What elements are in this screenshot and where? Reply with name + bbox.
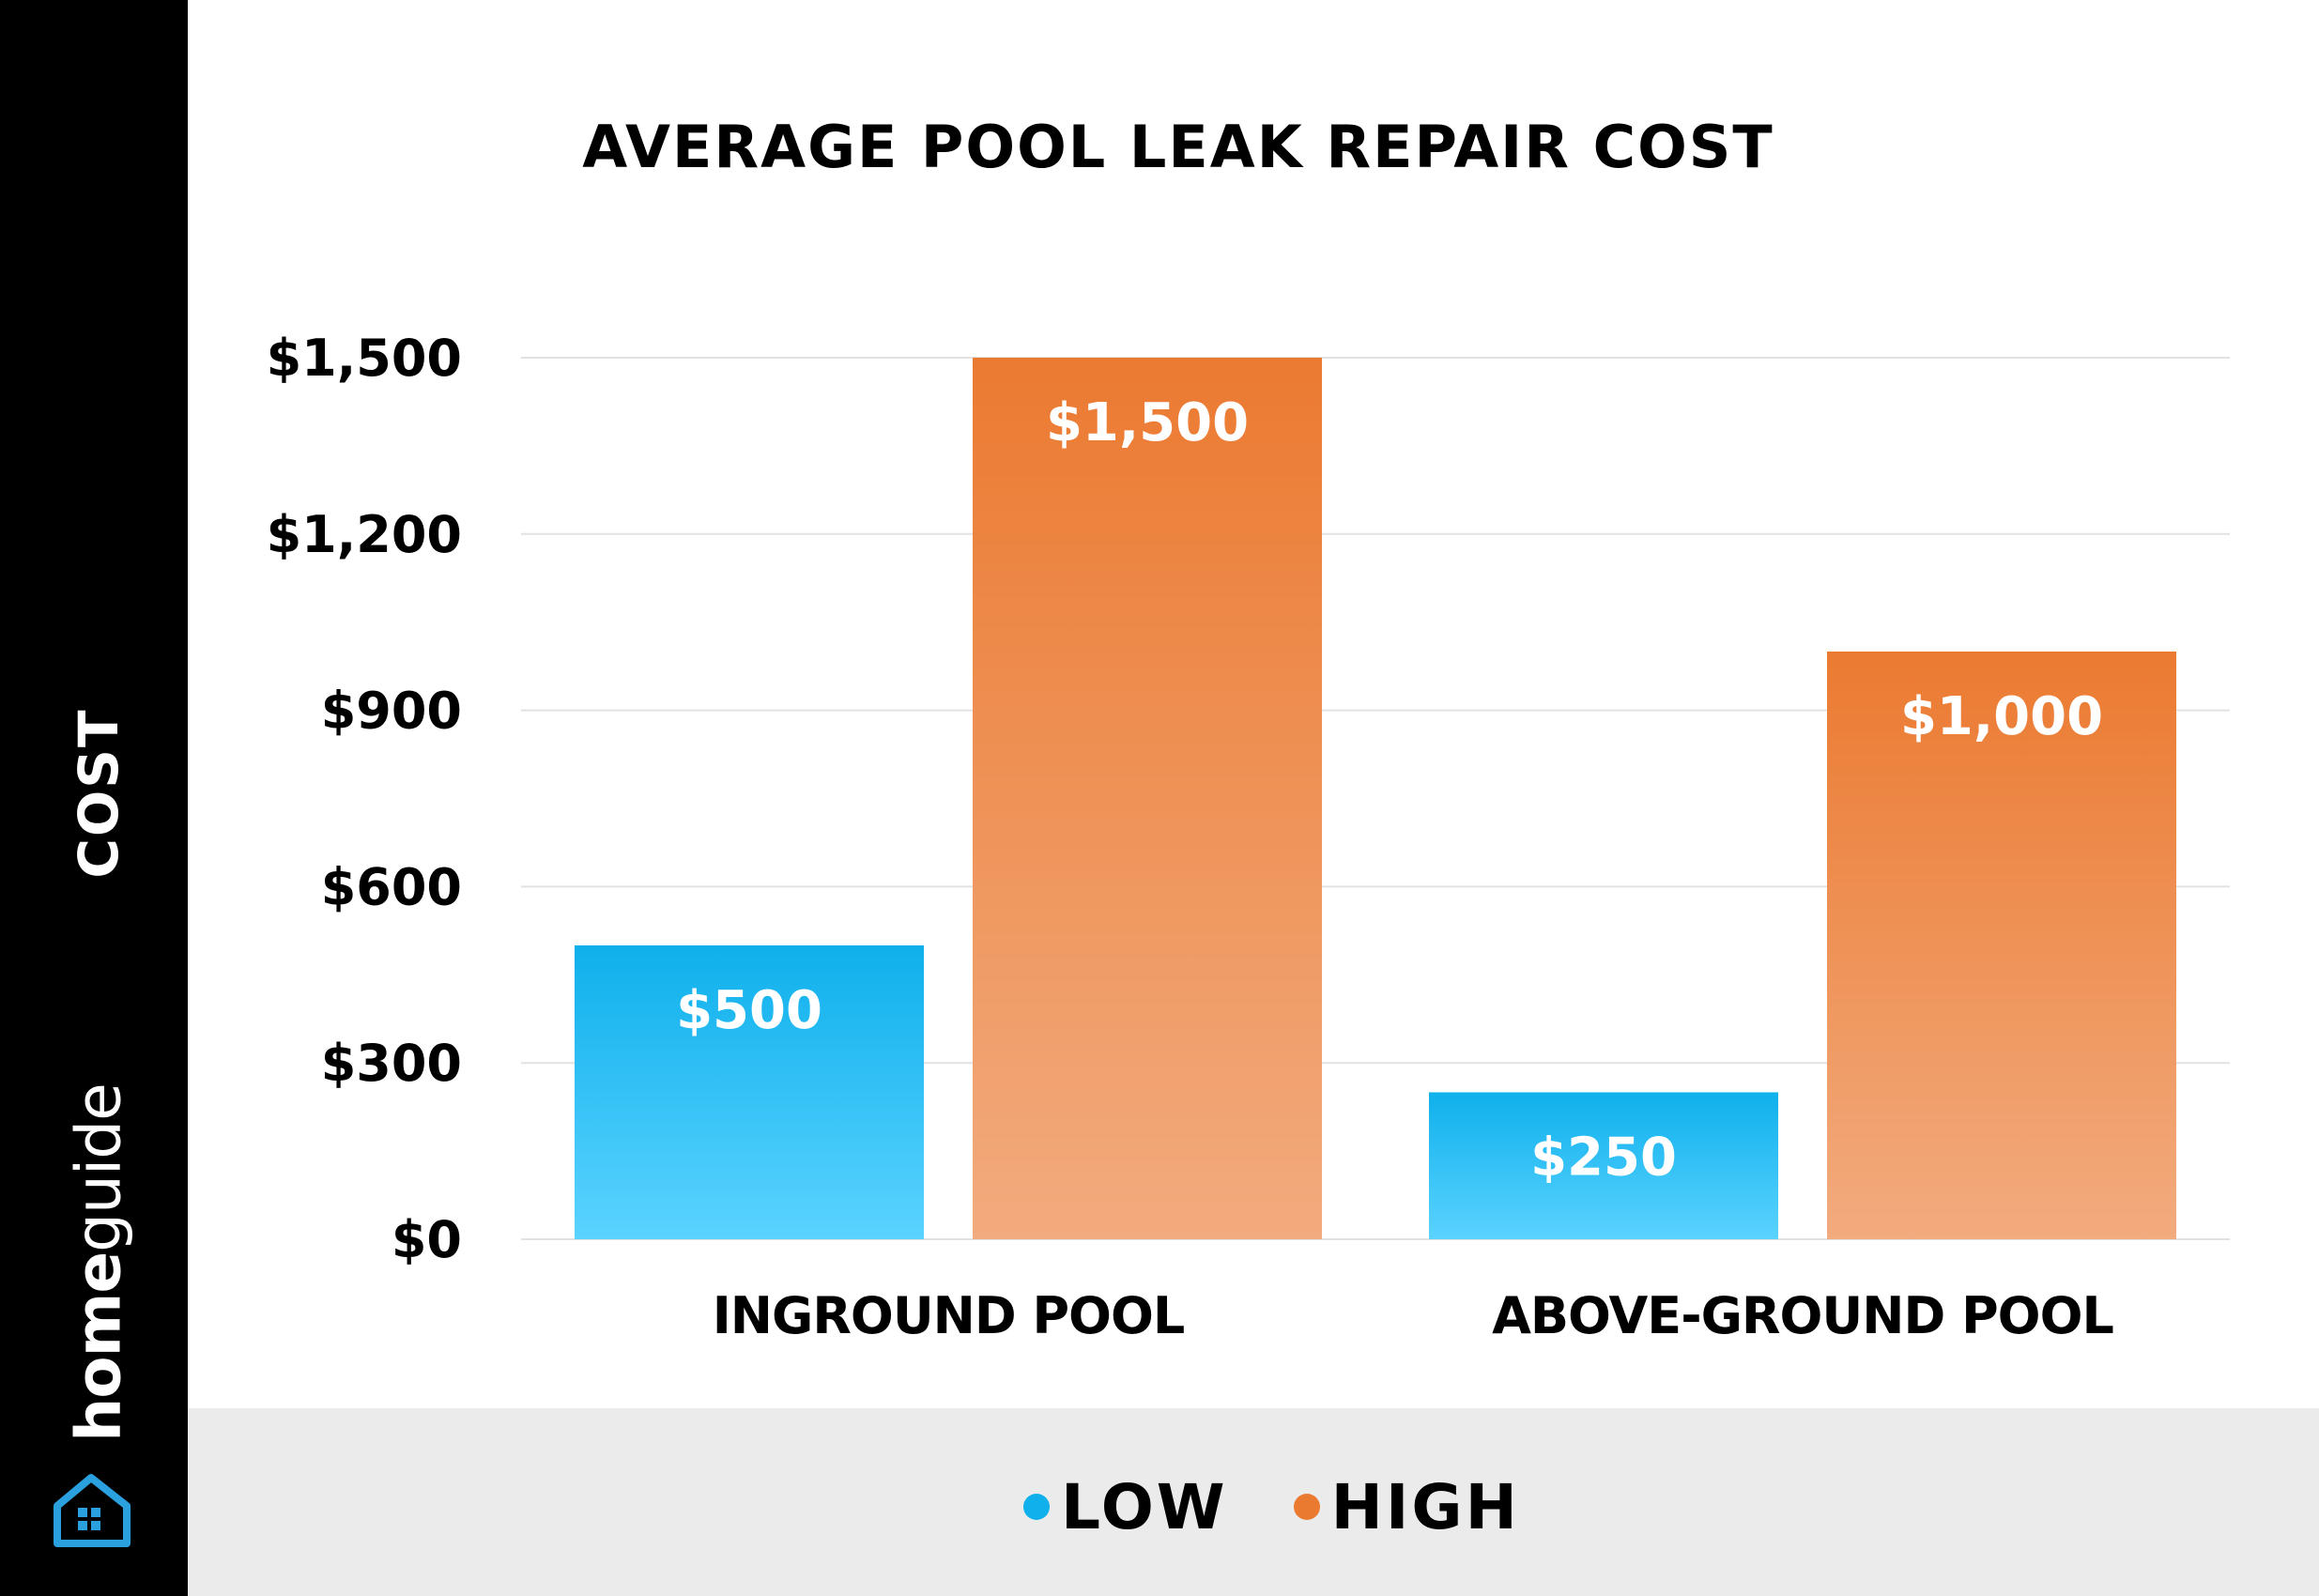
legend-swatch-high [1293, 1494, 1320, 1520]
y-tick-label: $600 [321, 857, 462, 916]
bar-high-0 [973, 358, 1322, 1239]
x-category-label: ABOVE-GROUND POOL [1492, 1286, 2113, 1345]
y-tick-label: $900 [321, 682, 462, 741]
bar-value-label: $250 [1530, 1128, 1677, 1189]
bar-value-label: $1,000 [1900, 686, 2103, 747]
bar-value-label: $500 [676, 980, 822, 1041]
sidebar: COST homeguide [0, 0, 188, 1596]
legend-band [188, 1408, 2319, 1596]
bar-chart: $0 $300 $600 $900 $1,200 $1,500 $500 $1,500 INGR… [267, 329, 2230, 1345]
legend-label-low: LOW [1061, 1470, 1228, 1543]
legend: LOW HIGH [1023, 1469, 1586, 1544]
y-tick-label: $1,200 [267, 505, 462, 564]
bar-low-0 [575, 945, 924, 1239]
y-tick-label: $300 [321, 1034, 462, 1093]
house-icon [54, 1474, 131, 1547]
legend-label-high: HIGH [1330, 1470, 1520, 1543]
y-tick-label: $0 [392, 1210, 462, 1269]
bar-high-1 [1827, 652, 2176, 1239]
legend-item-low: LOW [1023, 1471, 1228, 1543]
legend-item-high: HIGH [1293, 1470, 1520, 1543]
legend-swatch-low [1023, 1494, 1050, 1520]
chart-title: AVERAGE POOL LEAK REPAIR COST [582, 113, 1774, 181]
y-tick-label: $1,500 [267, 329, 462, 388]
x-category-label: INGROUND POOL [713, 1286, 1185, 1345]
bar-low-1 [1429, 1092, 1778, 1239]
bar-value-label: $1,500 [1046, 392, 1249, 453]
